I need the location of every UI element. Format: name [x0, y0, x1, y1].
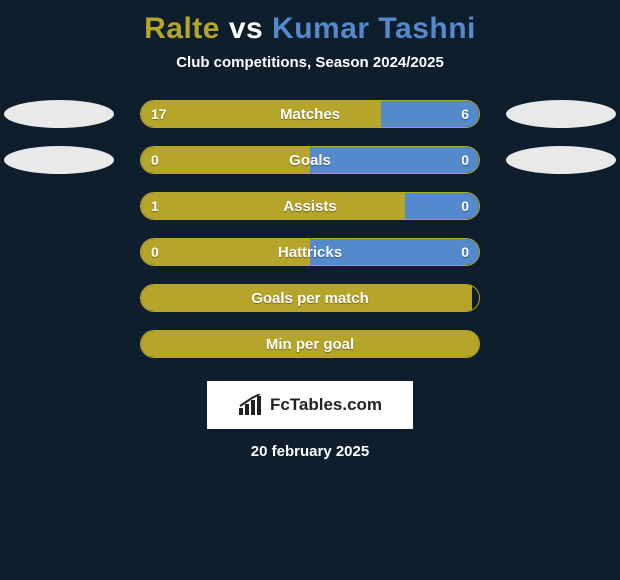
- stat-bar-track: Goals00: [140, 146, 480, 174]
- stat-bar-track: Assists10: [140, 192, 480, 220]
- player1-badge: [4, 100, 114, 128]
- stat-bar-player2: [310, 239, 479, 265]
- stat-row: Hattricks00: [0, 229, 620, 275]
- stat-row: Matches176: [0, 91, 620, 137]
- stat-bar-track: Hattricks00: [140, 238, 480, 266]
- stat-bar-player2: [405, 193, 479, 219]
- stat-bar-track: Matches176: [140, 100, 480, 128]
- player1-name: Ralte: [144, 12, 220, 45]
- stat-row: Goals00: [0, 137, 620, 183]
- stat-row: Min per goal: [0, 321, 620, 367]
- stat-bar-player2: [310, 147, 479, 173]
- comparison-chart: Matches176 Goals00 Assists10 Hattricks00 Goa…: [0, 91, 620, 367]
- stat-bar-player1: [141, 147, 310, 173]
- player2-badge: [506, 100, 616, 128]
- stat-bar-player2: [381, 101, 479, 127]
- snapshot-date: 20 february 2025: [0, 443, 620, 460]
- comparison-subtitle: Club competitions, Season 2024/2025: [0, 54, 620, 71]
- vs-text: vs: [229, 12, 263, 45]
- stat-row: Assists10: [0, 183, 620, 229]
- chart-icon: [238, 394, 264, 416]
- stat-bar-player1: [141, 193, 405, 219]
- comparison-title: Ralte vs Kumar Tashni: [0, 0, 620, 54]
- player2-badge: [506, 146, 616, 174]
- stat-bar-track: Min per goal: [140, 330, 480, 358]
- stat-bar-player1: [141, 331, 479, 357]
- brand-logo: FcTables.com: [207, 381, 413, 429]
- player2-name: Kumar Tashni: [272, 12, 476, 45]
- brand-text: FcTables.com: [270, 395, 382, 415]
- stat-bar-player1: [141, 239, 310, 265]
- stat-bar-track: Goals per match: [140, 284, 480, 312]
- stat-row: Goals per match: [0, 275, 620, 321]
- stat-bar-player1: [141, 285, 472, 311]
- player1-badge: [4, 146, 114, 174]
- stat-bar-player1: [141, 101, 381, 127]
